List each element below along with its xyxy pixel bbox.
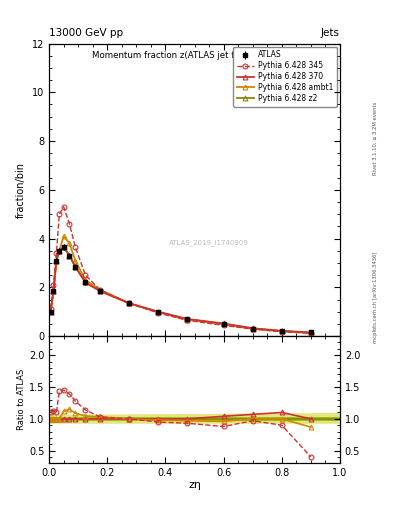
Pythia 6.428 ambt1	[185, 316, 190, 323]
Pythia 6.428 345	[57, 211, 62, 217]
Pythia 6.428 345	[61, 204, 66, 210]
Pythia 6.428 z2	[83, 280, 88, 286]
Pythia 6.428 370	[61, 244, 66, 250]
Pythia 6.428 370	[57, 248, 62, 254]
Pythia 6.428 370	[279, 328, 284, 334]
Pythia 6.428 ambt1	[54, 258, 59, 264]
Pythia 6.428 ambt1	[97, 287, 102, 293]
X-axis label: zη: zη	[188, 480, 201, 489]
Pythia 6.428 345	[67, 221, 72, 227]
Pythia 6.428 345	[83, 272, 88, 278]
Pythia 6.428 370	[97, 288, 102, 294]
Pythia 6.428 z2	[185, 316, 190, 322]
Pythia 6.428 ambt1	[83, 277, 88, 283]
Pythia 6.428 z2	[97, 288, 102, 294]
Pythia 6.428 z2	[61, 244, 66, 250]
Pythia 6.428 345	[127, 300, 132, 306]
Pythia 6.428 ambt1	[221, 322, 226, 328]
Pythia 6.428 345	[156, 310, 161, 316]
Line: Pythia 6.428 ambt1: Pythia 6.428 ambt1	[48, 234, 313, 335]
Text: ATLAS_2019_I1740909: ATLAS_2019_I1740909	[169, 239, 249, 246]
Pythia 6.428 345	[185, 317, 190, 324]
Pythia 6.428 ambt1	[57, 248, 62, 254]
Line: Pythia 6.428 370: Pythia 6.428 370	[48, 245, 313, 335]
Pythia 6.428 370	[54, 258, 59, 264]
Text: Rivet 3.1.10, ≥ 3.2M events: Rivet 3.1.10, ≥ 3.2M events	[373, 101, 378, 175]
Pythia 6.428 z2	[221, 321, 226, 327]
Pythia 6.428 370	[73, 264, 78, 270]
Pythia 6.428 z2	[51, 288, 56, 294]
Pythia 6.428 345	[73, 244, 78, 250]
Pythia 6.428 z2	[127, 300, 132, 306]
Pythia 6.428 345	[309, 330, 313, 336]
Pythia 6.428 ambt1	[279, 328, 284, 334]
Pythia 6.428 370	[185, 316, 190, 322]
Pythia 6.428 345	[250, 326, 255, 332]
Pythia 6.428 345	[51, 282, 56, 288]
Pythia 6.428 345	[221, 323, 226, 329]
Line: Pythia 6.428 345: Pythia 6.428 345	[48, 204, 313, 336]
Pythia 6.428 z2	[250, 325, 255, 331]
Pythia 6.428 z2	[73, 264, 78, 270]
Pythia 6.428 345	[54, 250, 59, 257]
Pythia 6.428 z2	[156, 309, 161, 315]
Pythia 6.428 ambt1	[51, 288, 56, 294]
Pythia 6.428 370	[221, 321, 226, 327]
Text: Jets: Jets	[321, 28, 340, 38]
Pythia 6.428 370	[127, 300, 132, 306]
Pythia 6.428 ambt1	[250, 326, 255, 332]
Pythia 6.428 370	[67, 252, 72, 259]
Pythia 6.428 370	[250, 325, 255, 331]
Pythia 6.428 z2	[309, 330, 313, 336]
Pythia 6.428 345	[279, 329, 284, 335]
Y-axis label: Ratio to ATLAS: Ratio to ATLAS	[17, 369, 26, 431]
Pythia 6.428 370	[48, 309, 53, 315]
Pythia 6.428 ambt1	[309, 330, 313, 336]
Line: Pythia 6.428 z2: Pythia 6.428 z2	[48, 245, 313, 335]
Pythia 6.428 345	[48, 306, 53, 312]
Pythia 6.428 ambt1	[48, 309, 53, 315]
Pythia 6.428 ambt1	[73, 258, 78, 264]
Pythia 6.428 z2	[279, 328, 284, 334]
Pythia 6.428 370	[83, 280, 88, 286]
Pythia 6.428 z2	[57, 248, 62, 254]
Legend: ATLAS, Pythia 6.428 345, Pythia 6.428 370, Pythia 6.428 ambt1, Pythia 6.428 z2: ATLAS, Pythia 6.428 345, Pythia 6.428 37…	[233, 47, 337, 107]
Text: mcplots.cern.ch [arXiv:1306.3436]: mcplots.cern.ch [arXiv:1306.3436]	[373, 251, 378, 343]
Pythia 6.428 370	[156, 309, 161, 315]
Pythia 6.428 370	[51, 288, 56, 294]
Pythia 6.428 ambt1	[127, 300, 132, 306]
Pythia 6.428 z2	[48, 309, 53, 315]
Pythia 6.428 z2	[67, 252, 72, 259]
Pythia 6.428 ambt1	[67, 241, 72, 247]
Text: Momentum fraction z(ATLAS jet fragmentation): Momentum fraction z(ATLAS jet fragmentat…	[92, 51, 297, 60]
Pythia 6.428 z2	[54, 258, 59, 264]
Text: 13000 GeV pp: 13000 GeV pp	[49, 28, 123, 38]
Pythia 6.428 ambt1	[156, 309, 161, 315]
Pythia 6.428 370	[309, 329, 313, 335]
Y-axis label: fraction/bin: fraction/bin	[17, 162, 26, 218]
Pythia 6.428 ambt1	[61, 233, 66, 239]
Pythia 6.428 345	[97, 287, 102, 293]
